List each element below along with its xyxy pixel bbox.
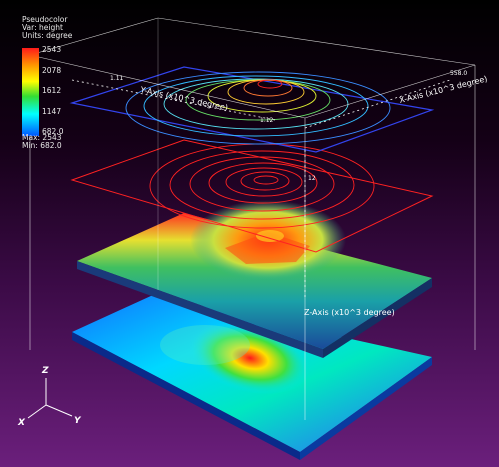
y-axis-label: Y-Axis (x10^3 degree): [139, 85, 229, 113]
z-axis-label: Z-Axis (x10^3 degree): [304, 308, 395, 317]
axis-triad: [27, 378, 73, 419]
axis-tick-marks: [71, 79, 451, 300]
axis-tick-left: 1.11: [110, 75, 124, 82]
top-contour-plane: [69, 66, 435, 153]
bounding-box: [29, 17, 476, 420]
triad-y-label: Y: [74, 416, 81, 426]
legend-tick: 1147: [42, 107, 62, 116]
bottom-pseudocolor-plane: [72, 295, 432, 460]
legend-tick: 682.0: [42, 127, 64, 136]
red-contour-plane: [70, 139, 434, 253]
legend-units-line: Units: degree: [22, 31, 73, 40]
triad-z-label: Z: [42, 366, 49, 376]
legend-color-bar: [22, 48, 39, 136]
legend-var-line: Var: height: [22, 23, 63, 32]
legend-max: Max: 2543: [22, 133, 62, 142]
legend-min: Min: 682.0: [22, 141, 62, 150]
legend-tick: 2078: [42, 66, 62, 75]
legend-tick: 2543: [42, 45, 62, 54]
legend-plot-type: Pseudocolor: [22, 15, 68, 24]
terrain-surface-plane: [77, 200, 432, 358]
axis-tick-mid: 1.12: [260, 117, 274, 124]
pseudocolor-legend: Pseudocolor Var: height Units: degree 25…: [22, 15, 102, 150]
legend-tick: 1612: [42, 86, 62, 95]
axis-tick-right: 558.0: [450, 70, 467, 77]
triad-x-label: X: [18, 418, 25, 428]
axis-tick-z: 12: [308, 175, 316, 182]
